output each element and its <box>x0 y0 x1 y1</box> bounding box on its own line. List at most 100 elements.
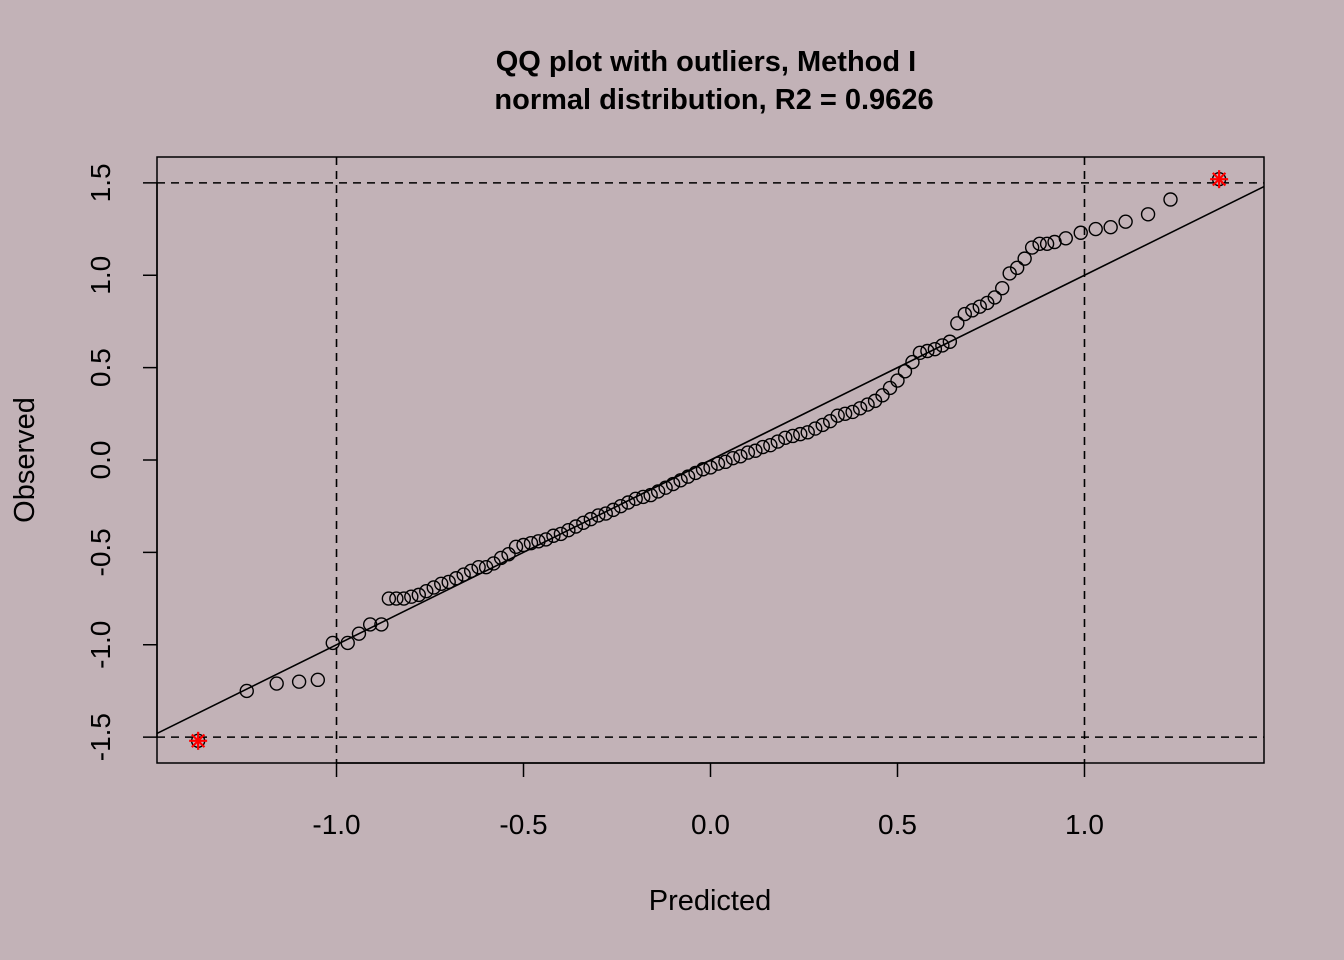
data-point <box>374 617 389 632</box>
data-point <box>808 421 823 436</box>
data-point <box>875 388 890 403</box>
data-point <box>1002 266 1017 281</box>
y-tick-label: 1.0 <box>85 256 116 295</box>
data-point <box>755 439 771 455</box>
y-tick-label: -1.0 <box>85 621 116 669</box>
data-point <box>426 580 441 595</box>
data-point <box>935 338 950 353</box>
data-point <box>1103 220 1118 235</box>
threshold-lines <box>157 157 1264 763</box>
data-point <box>463 563 479 579</box>
data-point <box>852 401 868 416</box>
data-point <box>927 341 943 357</box>
outlier-points <box>189 170 1229 750</box>
x-tick-label: -1.0 <box>312 809 360 840</box>
data-point <box>740 445 756 460</box>
data-point <box>1163 192 1178 207</box>
outlier-star-stroke <box>191 733 206 748</box>
data-point <box>1009 260 1025 276</box>
x-tick-label: -0.5 <box>499 809 547 840</box>
data-point <box>351 626 367 641</box>
data-point <box>606 502 621 518</box>
data-point <box>905 354 920 370</box>
reference-line <box>156 185 1265 735</box>
data-point <box>381 591 397 606</box>
data-point <box>553 526 569 542</box>
data-point <box>1032 236 1047 252</box>
data-point <box>621 495 636 510</box>
data-point <box>793 426 808 442</box>
data-point <box>576 515 591 531</box>
data-point <box>710 456 726 471</box>
data-point <box>800 425 815 440</box>
data-point <box>411 587 426 603</box>
x-axis-title: Predicted <box>649 885 772 917</box>
data-point <box>972 299 987 314</box>
data-point <box>785 428 800 444</box>
data-point <box>673 473 688 488</box>
data-point <box>441 574 456 590</box>
data-point <box>1140 207 1156 222</box>
chart-subtitle: normal distribution, R2 = 0.9626 <box>494 84 933 116</box>
data-point <box>291 674 307 689</box>
outlier-star-stroke <box>1212 172 1227 187</box>
y-axis-title: Observed <box>9 397 41 523</box>
y-tick-label: -0.5 <box>85 528 116 576</box>
data-point <box>995 280 1010 296</box>
data-point <box>778 430 793 446</box>
data-point <box>456 567 471 582</box>
data-point <box>486 556 501 571</box>
data-point <box>362 617 378 632</box>
data-point <box>389 591 404 606</box>
y-tick-label: 0.5 <box>85 348 116 387</box>
data-point <box>680 469 696 484</box>
data-point <box>837 406 853 422</box>
data-point <box>419 583 434 599</box>
data-point <box>703 460 718 475</box>
data-point <box>890 373 905 388</box>
y-tick-label: 1.5 <box>85 163 116 202</box>
data-point <box>748 443 763 458</box>
x-tick-label: 0.5 <box>878 809 917 840</box>
data-point <box>501 547 516 562</box>
data-point <box>1088 221 1103 237</box>
data-point <box>830 408 845 423</box>
data-point <box>1058 231 1073 246</box>
data-point <box>912 345 928 361</box>
data-point <box>1073 225 1088 240</box>
y-tick-label: 0.0 <box>85 441 116 480</box>
data-point <box>591 508 606 523</box>
data-point <box>1118 214 1133 229</box>
x-tick-label: 0.0 <box>691 809 730 840</box>
data-point <box>815 417 830 433</box>
data-point <box>987 290 1002 305</box>
data-point <box>478 559 494 575</box>
data-point <box>718 454 733 470</box>
data-point <box>340 635 355 651</box>
data-point <box>516 537 531 553</box>
data-point <box>546 528 561 543</box>
data-point <box>860 397 875 412</box>
x-axis: -1.0 -0.5 0.0 0.5 1.0 <box>312 762 1104 840</box>
data-point <box>650 484 666 499</box>
data-point <box>434 576 449 591</box>
data-point <box>635 489 651 505</box>
data-point <box>448 571 464 586</box>
data-point <box>325 635 340 651</box>
outlier-point <box>1210 170 1229 189</box>
data-point <box>310 672 326 688</box>
data-point <box>845 404 860 420</box>
y-tick-label: -1.5 <box>85 713 116 761</box>
data-point <box>942 334 958 349</box>
data-point <box>523 535 539 551</box>
data-point <box>404 589 419 604</box>
data-point <box>239 683 254 699</box>
x-tick-label: 1.0 <box>1065 809 1104 840</box>
data-point <box>763 438 778 453</box>
data-point <box>957 306 973 322</box>
data-point <box>1039 236 1055 252</box>
data-point <box>882 380 898 396</box>
data-point <box>733 449 748 464</box>
y-axis: -1.5 -1.0 -0.5 0.0 0.5 1.0 1.5 <box>85 163 158 761</box>
